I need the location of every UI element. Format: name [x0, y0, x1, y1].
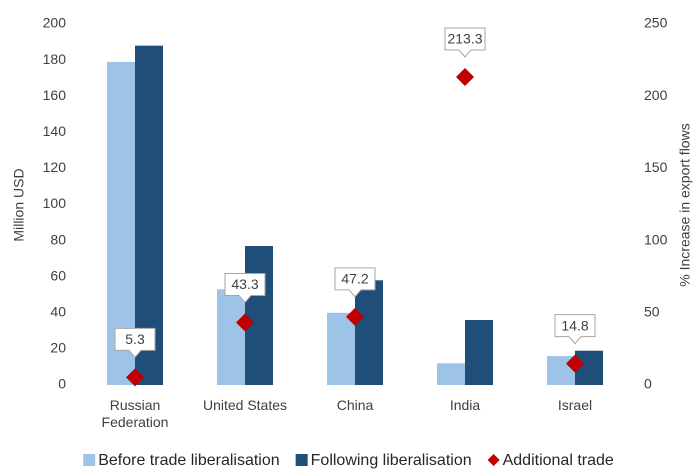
x-tick-label: Israel	[557, 397, 593, 413]
label-callout	[444, 27, 486, 58]
y-tick-label: 60	[50, 267, 66, 283]
marker	[236, 313, 254, 332]
bar	[245, 246, 273, 385]
marker	[346, 307, 364, 326]
legend: Before trade liberalisation Following lib…	[83, 452, 614, 469]
bar	[437, 363, 465, 385]
y-tick-label: 0	[58, 376, 66, 392]
y-tick-label: 140	[43, 123, 67, 139]
bar	[355, 280, 383, 385]
y-tick-label: 180	[43, 51, 67, 67]
x-tick-label: China	[336, 397, 374, 413]
legend-swatch	[83, 454, 96, 466]
y-tick-label: 200	[43, 15, 67, 31]
marker	[566, 354, 584, 373]
data-label: 14.8	[561, 317, 588, 333]
bar	[465, 320, 493, 385]
y2-tick-label: 0	[644, 376, 652, 392]
legend-swatch	[295, 454, 308, 466]
x-tick-label: Russian Federation	[101, 397, 169, 430]
y-tick-label: 80	[50, 231, 66, 247]
data-label: 43.3	[231, 276, 258, 292]
y-axis-label: Million USD	[11, 168, 27, 241]
label-callout	[334, 267, 376, 298]
legend-label: Before trade liberalisation	[98, 452, 279, 469]
y2-tick-label: 100	[644, 231, 668, 247]
y2-tick-label: 250	[644, 15, 668, 31]
label-callout	[554, 314, 596, 345]
y-tick-label: 100	[43, 195, 67, 211]
marker	[456, 67, 474, 86]
y-tick-label: 120	[43, 159, 67, 175]
y2-tick-label: 200	[644, 87, 668, 103]
y2-tick-label: 50	[644, 304, 660, 320]
legend-marker	[487, 454, 500, 466]
x-tick-label: India	[449, 397, 481, 413]
data-label: 213.3	[447, 31, 482, 47]
legend-label: Following liberalisation	[311, 452, 472, 469]
bar	[327, 312, 355, 385]
label-callout	[224, 272, 266, 304]
y-tick-label: 20	[50, 340, 66, 356]
marker	[126, 368, 144, 387]
legend-label: Additional trade	[503, 452, 614, 469]
x-tick-label: United States	[202, 397, 288, 413]
y2-axis-label: % Increase in export flows	[677, 123, 693, 286]
data-label: 47.2	[341, 271, 368, 287]
y2-tick-label: 150	[644, 159, 668, 175]
data-label: 5.3	[125, 331, 145, 347]
y-tick-label: 40	[50, 304, 66, 320]
bar	[217, 289, 245, 385]
label-callout	[114, 327, 156, 359]
y-tick-label: 160	[43, 87, 67, 103]
